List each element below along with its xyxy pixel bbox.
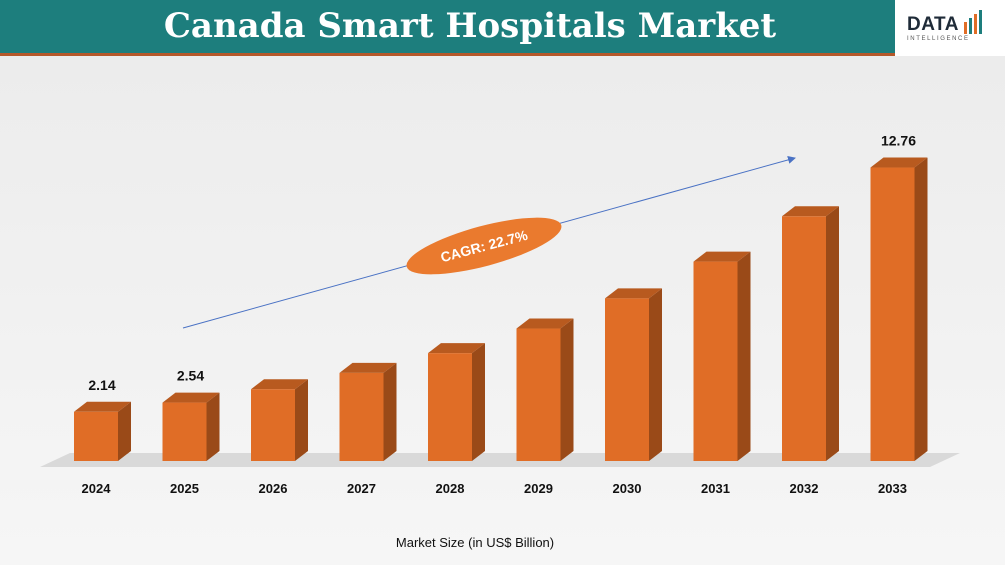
- bar-side-face: [295, 379, 308, 461]
- bar-side-face: [383, 362, 397, 461]
- bar-chart: CAGR: 22.7% 2024 2.14 2025 2.54 2026 2027 2028…: [40, 133, 960, 496]
- logo-bar-icon: [979, 10, 982, 34]
- x-tick-label: 2028: [436, 481, 465, 496]
- bar-side-face: [472, 343, 485, 461]
- bar-2028: [428, 343, 485, 461]
- bar-side-face: [560, 318, 574, 461]
- bar-top-face: [782, 206, 839, 217]
- logo-bar-icon: [964, 22, 967, 34]
- bar-side-face: [649, 288, 662, 461]
- x-tick-label: 2025: [170, 481, 199, 496]
- bar-2026: [251, 379, 308, 461]
- bar-2033: [870, 157, 928, 461]
- bar-2027: [339, 362, 397, 461]
- datam-intelligence-logo: DATA INTELLIGENCE: [897, 0, 1005, 56]
- bar-top-face: [339, 362, 397, 373]
- bar-front-face: [428, 353, 472, 461]
- bar-2024: [74, 401, 131, 461]
- cagr-badge-shape: [406, 217, 562, 275]
- x-tick-label: 2029: [524, 481, 553, 496]
- x-tick-label: 2024: [82, 481, 112, 496]
- bar-top-face: [870, 157, 928, 168]
- bar-side-face: [118, 401, 131, 461]
- x-axis-title: Market Size (in US$ Billion): [395, 535, 555, 550]
- bar-top-face: [605, 288, 662, 299]
- bar-2025: [162, 392, 220, 461]
- bar-front-face: [870, 167, 915, 461]
- bar-front-face: [162, 402, 207, 461]
- bar-top-face: [428, 343, 485, 354]
- x-tick-label: 2027: [347, 481, 376, 496]
- bar-side-face: [826, 206, 839, 461]
- data-label-2033: 12.76: [881, 133, 916, 149]
- bar-group: [74, 157, 928, 461]
- x-tick-label: 2032: [790, 481, 819, 496]
- data-label-2024: 2.14: [88, 377, 115, 393]
- bar-side-face: [737, 251, 751, 461]
- bar-front-face: [782, 216, 826, 461]
- logo-wordmark: DATA: [907, 14, 959, 35]
- bar-front-face: [251, 389, 295, 461]
- bar-front-face: [516, 328, 561, 461]
- bar-side-face: [206, 392, 220, 461]
- title-banner: [0, 0, 895, 56]
- x-tick-label: 2026: [259, 481, 288, 496]
- logo-bar-icon: [969, 18, 972, 34]
- bar-2031: [693, 251, 751, 461]
- x-tick-label: 2033: [878, 481, 907, 496]
- page-title: Canada Smart Hospitals Market: [163, 6, 777, 46]
- cagr-badge: CAGR: 22.7%: [406, 217, 562, 275]
- bar-top-face: [693, 251, 751, 262]
- bar-2029: [516, 318, 574, 461]
- bar-top-face: [251, 379, 308, 390]
- bar-front-face: [74, 411, 118, 461]
- bar-2030: [605, 288, 662, 461]
- label-group: 2024 2.14 2025 2.54 2026 2027 2028 2029 2030 2031…: [82, 133, 917, 496]
- logo-bar-icon: [974, 14, 977, 34]
- bar-top-face: [74, 401, 131, 412]
- bar-2032: [782, 206, 839, 461]
- x-tick-label: 2030: [613, 481, 642, 496]
- bar-front-face: [605, 298, 649, 461]
- x-tick-label: 2031: [701, 481, 730, 496]
- bar-side-face: [914, 157, 928, 461]
- bar-front-face: [339, 372, 384, 461]
- bar-top-face: [162, 392, 220, 403]
- bar-top-face: [516, 318, 574, 329]
- data-label-2025: 2.54: [177, 368, 204, 384]
- logo-subtitle: INTELLIGENCE: [907, 36, 970, 42]
- bar-front-face: [693, 261, 738, 461]
